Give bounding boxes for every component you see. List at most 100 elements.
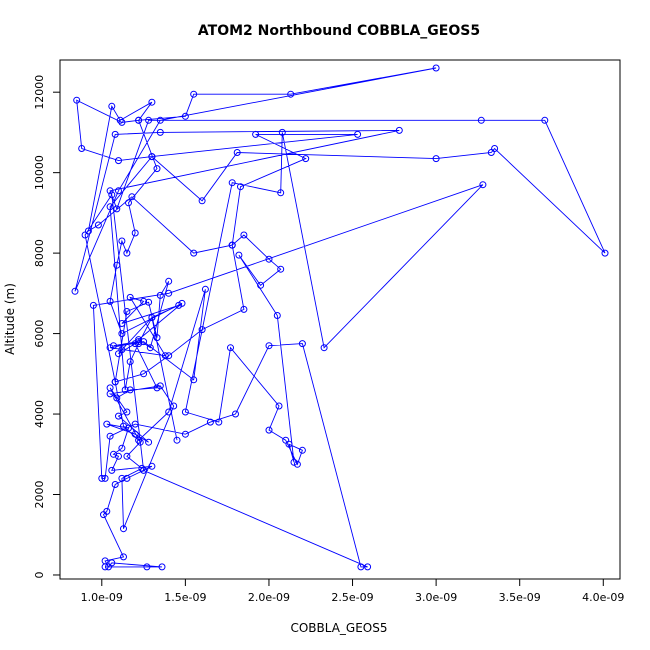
data-point — [181, 408, 189, 416]
data-point — [105, 563, 112, 571]
data-point — [123, 308, 131, 315]
data-point — [477, 116, 485, 124]
data-point — [106, 187, 114, 195]
data-point — [165, 352, 173, 360]
data-point — [110, 450, 117, 458]
data-point — [357, 563, 365, 571]
x-tick-label: 2.0e-09 — [248, 591, 290, 604]
data-point — [178, 299, 186, 307]
data-point — [108, 191, 116, 199]
data-point — [120, 422, 127, 430]
data-point — [126, 358, 134, 366]
data-point — [233, 149, 241, 156]
data-point — [227, 344, 234, 352]
data-point — [161, 352, 169, 360]
data-point — [354, 130, 362, 138]
data-point — [140, 297, 148, 305]
data-point — [115, 412, 122, 420]
data-point — [228, 179, 236, 187]
data-point — [240, 305, 248, 313]
data-point — [290, 458, 298, 466]
data-point — [432, 155, 440, 163]
data-point — [98, 474, 106, 482]
data-point — [228, 241, 236, 249]
data-point — [201, 285, 209, 293]
data-point — [148, 314, 156, 321]
x-axis: 1.0e-09 1.5e-09 2.0e-09 2.5e-09 3.0e-09 3.5e-… — [81, 578, 624, 604]
data-point — [118, 474, 126, 482]
data-point — [89, 301, 97, 309]
data-point — [101, 557, 109, 565]
data-point — [126, 293, 134, 301]
y-tick-label: 0 — [33, 571, 46, 578]
data-point — [131, 340, 139, 348]
data-point — [158, 563, 166, 571]
data-point — [145, 116, 153, 124]
y-tick-label: 6000 — [33, 320, 46, 348]
data-point — [123, 474, 131, 482]
data-point — [170, 402, 178, 410]
data-point — [106, 390, 114, 398]
data-point — [146, 344, 154, 352]
data-point — [118, 444, 126, 452]
data-point — [123, 249, 131, 257]
data-point — [181, 112, 189, 120]
data-point — [298, 446, 306, 454]
series-line — [74, 67, 606, 568]
data-point — [73, 96, 81, 104]
x-tick-label: 3.5e-09 — [499, 591, 541, 604]
data-point — [257, 281, 265, 289]
data-point — [282, 436, 290, 444]
data-point — [138, 464, 146, 472]
chart-title: ATOM2 Northbound COBBLA_GEOS5 — [198, 23, 480, 39]
y-tick-label: 10000 — [33, 155, 46, 190]
data-point — [298, 340, 306, 348]
x-axis-label: COBBLA_GEOS5 — [290, 621, 387, 635]
data-point — [153, 165, 161, 173]
data-point — [265, 426, 273, 434]
data-point — [190, 249, 198, 257]
data-point — [265, 255, 273, 263]
data-point — [148, 153, 156, 161]
data-point — [131, 430, 139, 438]
data-point — [113, 261, 121, 269]
y-axis-label: Altitude (m) — [3, 283, 17, 355]
data-point — [111, 130, 119, 138]
data-point — [135, 340, 143, 348]
data-point — [113, 205, 121, 213]
data-point — [118, 320, 126, 327]
data-point — [237, 183, 244, 191]
data-point — [148, 462, 156, 470]
data-point — [145, 298, 153, 306]
x-tick-label: 1.0e-09 — [81, 591, 123, 604]
data-point — [135, 436, 143, 444]
data-point — [143, 563, 151, 571]
data-point — [94, 221, 102, 229]
data-point — [111, 378, 119, 386]
data-point — [103, 507, 111, 515]
data-point — [71, 287, 79, 295]
data-point — [121, 386, 129, 394]
y-tick-label: 8000 — [33, 239, 46, 267]
data-point — [277, 189, 285, 197]
data-point — [302, 155, 310, 163]
data-point — [275, 402, 283, 410]
data-point — [153, 334, 161, 342]
data-point — [115, 187, 122, 195]
data-point — [110, 342, 117, 350]
series-layer — [71, 64, 609, 571]
y-tick-label: 4000 — [33, 400, 46, 428]
data-point — [265, 342, 273, 350]
data-point — [106, 344, 114, 352]
data-point — [198, 197, 206, 205]
data-point — [145, 438, 153, 446]
data-point — [156, 128, 164, 136]
y-axis: 0 2000 4000 6000 8000 10000 12000 — [33, 75, 61, 578]
data-point — [541, 116, 549, 124]
data-point — [131, 229, 139, 237]
data-point — [118, 118, 126, 126]
data-point — [135, 338, 143, 346]
y-tick-label: 12000 — [33, 75, 46, 110]
data-point — [165, 277, 173, 285]
